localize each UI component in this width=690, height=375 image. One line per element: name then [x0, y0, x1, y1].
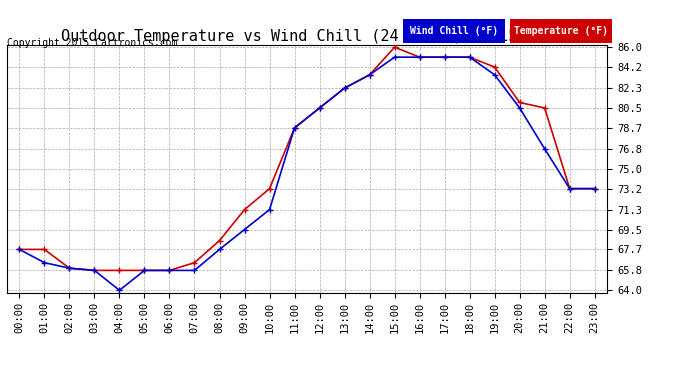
Title: Outdoor Temperature vs Wind Chill (24 Hours)  20150621: Outdoor Temperature vs Wind Chill (24 Ho… — [61, 29, 553, 44]
Text: Wind Chill (°F): Wind Chill (°F) — [410, 26, 498, 36]
Text: Copyright 2015 Cartronics.com: Copyright 2015 Cartronics.com — [7, 38, 177, 48]
Text: Temperature (°F): Temperature (°F) — [514, 26, 608, 36]
